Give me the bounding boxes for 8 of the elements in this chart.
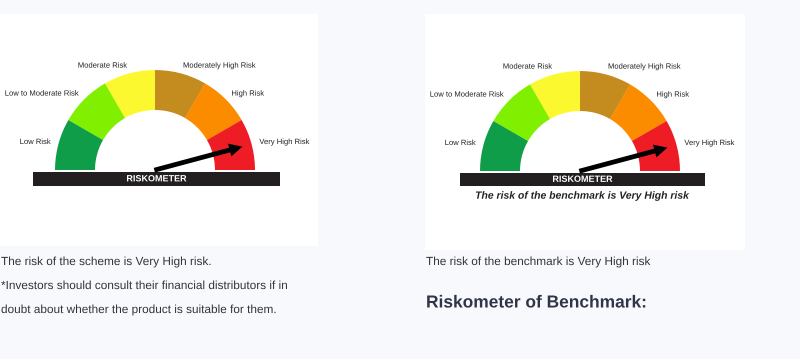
- text: doubt about whether the product is suitable for them.: [1, 304, 276, 316]
- text: The risk of the benchmark is Very High risk: [476, 191, 690, 201]
- text: RISKOMETER: [127, 175, 186, 182]
- text: RISKOMETER: [553, 176, 612, 182]
- text: Riskometer of Benchmark:: [427, 294, 646, 308]
- text: The risk of the benchmark is Very High risk: [426, 256, 650, 268]
- text: *Investors should consult their financial distributors if in: [1, 280, 287, 290]
- text: The risk of the scheme is Very High risk.: [1, 256, 211, 268]
